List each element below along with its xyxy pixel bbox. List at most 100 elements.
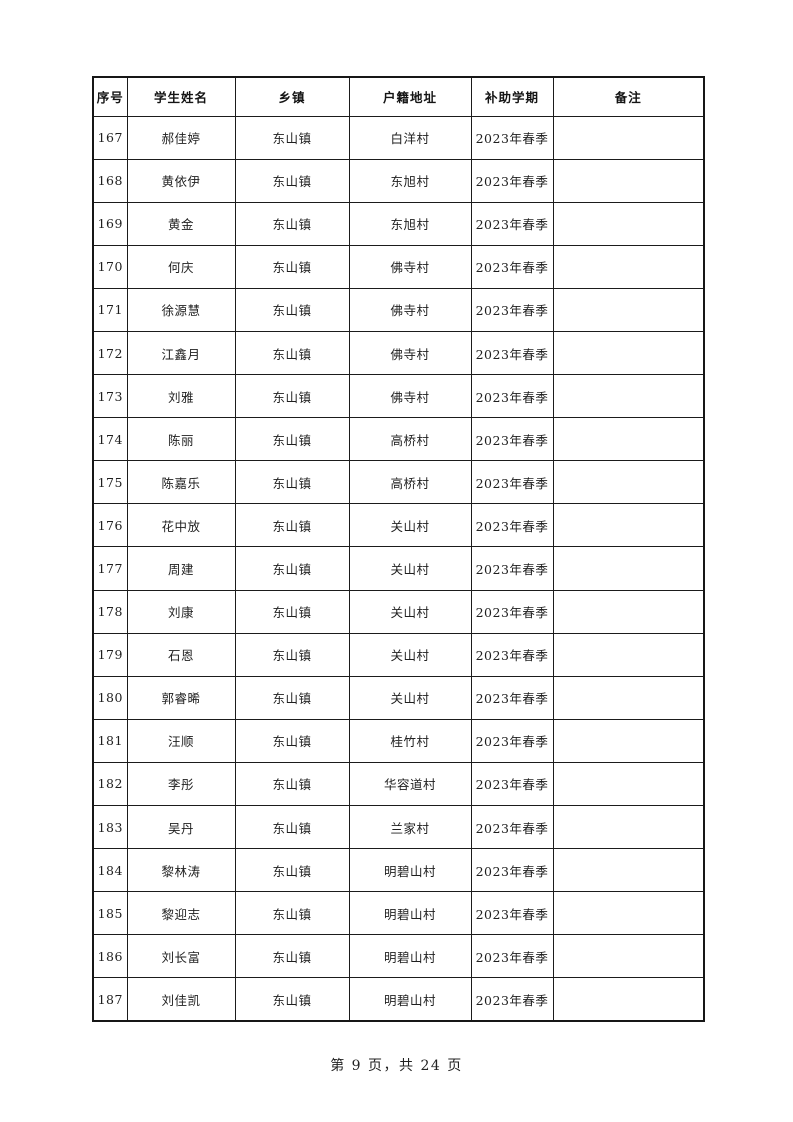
town-cell: 东山镇 (234, 287, 350, 332)
town-cell: 东山镇 (234, 158, 350, 203)
serial-cell: 181 (92, 718, 128, 763)
table-row: 170 何庆 东山镇 佛寺村 2023年春季 (92, 244, 705, 289)
town-cell: 东山镇 (234, 115, 350, 160)
page-number: 第 9 页，共 24 页 (330, 1058, 463, 1074)
remarks-cell (552, 977, 705, 1022)
town-cell: 东山镇 (234, 934, 350, 979)
semester-cell: 2023年春季 (470, 158, 554, 203)
remarks-cell (552, 804, 705, 850)
remarks-cell (552, 891, 705, 936)
remarks-cell (552, 589, 705, 634)
table-row: 182 李彤 东山镇 华容道村 2023年春季 (92, 761, 705, 807)
student-name-cell: 刘雅 (126, 374, 236, 419)
serial-cell: 168 (92, 158, 128, 203)
town-cell: 东山镇 (234, 589, 350, 634)
table-row: 168 黄依伊 东山镇 东旭村 2023年春季 (92, 158, 705, 203)
student-name-cell: 黎林涛 (126, 848, 236, 893)
student-name-cell: 花中放 (126, 503, 236, 548)
student-name-cell: 石恩 (126, 632, 236, 677)
remarks-cell (552, 848, 705, 893)
remarks-cell (552, 546, 705, 591)
student-name-cell: 陈丽 (126, 417, 236, 462)
town-cell: 东山镇 (234, 460, 350, 505)
semester-cell: 2023年春季 (470, 718, 554, 763)
serial-cell: 179 (92, 632, 128, 677)
semester-cell: 2023年春季 (470, 632, 554, 677)
serial-cell: 169 (92, 201, 128, 246)
address-cell: 关山村 (348, 589, 472, 634)
semester-cell: 2023年春季 (470, 934, 554, 979)
table-row: 186 刘长富 东山镇 明碧山村 2023年春季 (92, 934, 705, 979)
table-body: 167 郝佳婷 东山镇 白洋村 2023年春季 168 黄依伊 东山镇 东旭村 2023年春季 16… (92, 115, 705, 1022)
serial-cell: 186 (92, 934, 128, 979)
serial-cell: 167 (92, 115, 128, 160)
student-name-cell: 郭睿晞 (126, 675, 236, 720)
address-cell: 关山村 (348, 503, 472, 548)
table-row: 171 徐源慧 东山镇 佛寺村 2023年春季 (92, 287, 705, 332)
serial-cell: 177 (92, 546, 128, 591)
table-row: 169 黄金 东山镇 东旭村 2023年春季 (92, 201, 705, 246)
serial-cell: 180 (92, 675, 128, 720)
table-header: 序号 学生姓名 乡镇 户籍地址 补助学期 备注 (92, 76, 705, 117)
semester-cell: 2023年春季 (470, 503, 554, 548)
address-cell: 东旭村 (348, 158, 472, 203)
student-name-cell: 徐源慧 (126, 287, 236, 332)
table-row: 176 花中放 东山镇 关山村 2023年春季 (92, 503, 705, 548)
semester-cell: 2023年春季 (470, 589, 554, 634)
serial-cell: 184 (92, 848, 128, 893)
remarks-cell (552, 934, 705, 979)
student-name-cell: 黄依伊 (126, 158, 236, 203)
remarks-cell (552, 158, 705, 203)
table-row: 178 刘康 东山镇 关山村 2023年春季 (92, 589, 705, 634)
column-header-address: 户籍地址 (348, 76, 472, 117)
address-cell: 佛寺村 (348, 330, 472, 376)
remarks-cell (552, 632, 705, 677)
remarks-cell (552, 761, 705, 807)
column-header-student-name: 学生姓名 (126, 76, 236, 117)
remarks-cell (552, 503, 705, 548)
serial-cell: 183 (92, 804, 128, 850)
town-cell: 东山镇 (234, 503, 350, 548)
student-name-cell: 李彤 (126, 761, 236, 807)
semester-cell: 2023年春季 (470, 287, 554, 332)
serial-cell: 173 (92, 374, 128, 419)
semester-cell: 2023年春季 (470, 546, 554, 591)
semester-cell: 2023年春季 (470, 417, 554, 462)
semester-cell: 2023年春季 (470, 675, 554, 720)
table-row: 177 周建 东山镇 关山村 2023年春季 (92, 546, 705, 591)
remarks-cell (552, 374, 705, 419)
town-cell: 东山镇 (234, 804, 350, 850)
serial-cell: 171 (92, 287, 128, 332)
serial-cell: 175 (92, 460, 128, 505)
town-cell: 东山镇 (234, 244, 350, 289)
serial-cell: 176 (92, 503, 128, 548)
address-cell: 关山村 (348, 546, 472, 591)
table-row: 173 刘雅 东山镇 佛寺村 2023年春季 (92, 374, 705, 419)
remarks-cell (552, 330, 705, 376)
semester-cell: 2023年春季 (470, 330, 554, 376)
remarks-cell (552, 115, 705, 160)
table-row: 174 陈丽 东山镇 高桥村 2023年春季 (92, 417, 705, 462)
serial-cell: 178 (92, 589, 128, 634)
student-name-cell: 何庆 (126, 244, 236, 289)
serial-cell: 187 (92, 977, 128, 1022)
address-cell: 高桥村 (348, 460, 472, 505)
column-header-semester: 补助学期 (470, 76, 554, 117)
student-name-cell: 江鑫月 (126, 330, 236, 376)
town-cell: 东山镇 (234, 201, 350, 246)
town-cell: 东山镇 (234, 761, 350, 807)
town-cell: 东山镇 (234, 374, 350, 419)
student-subsidy-table: 序号 学生姓名 乡镇 户籍地址 补助学期 备注 167 郝佳婷 东山镇 白洋村 2023… (92, 76, 705, 1022)
town-cell: 东山镇 (234, 848, 350, 893)
semester-cell: 2023年春季 (470, 761, 554, 807)
table-row: 185 黎迎志 东山镇 明碧山村 2023年春季 (92, 891, 705, 936)
address-cell: 华容道村 (348, 761, 472, 807)
student-name-cell: 黄金 (126, 201, 236, 246)
address-cell: 佛寺村 (348, 374, 472, 419)
serial-cell: 170 (92, 244, 128, 289)
address-cell: 佛寺村 (348, 244, 472, 289)
address-cell: 东旭村 (348, 201, 472, 246)
table-row: 167 郝佳婷 东山镇 白洋村 2023年春季 (92, 115, 705, 160)
remarks-cell (552, 718, 705, 763)
serial-cell: 182 (92, 761, 128, 807)
